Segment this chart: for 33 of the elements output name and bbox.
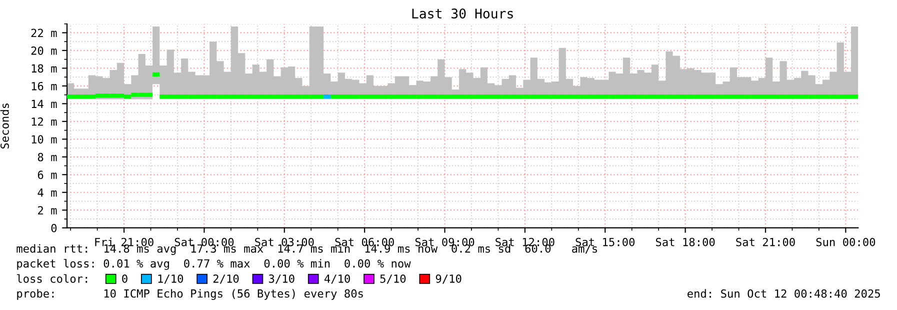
y-axis-title: Seconds <box>0 104 9 149</box>
y-tick-label: 10 m <box>32 135 57 144</box>
legend-label: 1/10 <box>158 274 184 284</box>
y-tick-label: 0 <box>51 224 57 232</box>
y-tick-label: 16 m <box>32 82 57 90</box>
x-tick-label: Sun 00:00 <box>816 238 876 246</box>
x-tick-label: Sat 06:00 <box>335 238 394 246</box>
y-tick-label: 22 m <box>31 28 57 37</box>
legend-label: 4/10 <box>324 274 350 284</box>
x-tick-label: Sat 18:00 <box>656 238 715 246</box>
text: end: Sun Oct 12 00:48:40 2025 <box>688 289 880 298</box>
y-tick-label: 6 m <box>38 170 57 180</box>
y-tick-label: 2 m <box>38 206 57 214</box>
y-tick-label: 20 m <box>31 46 57 55</box>
chart-title: Last 30 Hours <box>412 8 513 18</box>
x-tick-label: Sat 15:00 <box>576 238 635 246</box>
x-tick-label: Sat 21:00 <box>736 238 795 246</box>
y-tick-label: 14 m <box>32 100 57 108</box>
x-tick-label: Sat 12:00 <box>496 238 554 246</box>
legend-label: 2/10 <box>213 274 239 284</box>
y-tick-label: 12 m <box>32 117 57 126</box>
y-tick-label: 8 m <box>38 152 57 162</box>
y-tick-label: 4 m <box>38 188 57 197</box>
legend-title: loss color: <box>17 274 88 283</box>
y-tick-label: 18 m <box>32 64 57 73</box>
legend-label: 9/10 <box>436 274 462 284</box>
text: probe: 10 ICMP Echo Pings (56 Bytes) every 80s <box>17 289 363 300</box>
text: packet loss: 0.01 % avg 0.77 % max 0.00 % min 0.00 % now <box>17 258 411 270</box>
legend-label: 5/10 <box>380 274 406 284</box>
x-tick-label: Sat 09:00 <box>415 238 474 246</box>
legend-label: 0 <box>122 274 128 283</box>
legend-label: 3/10 <box>269 274 294 284</box>
x-tick-label: Fri 21:00 <box>95 238 154 246</box>
